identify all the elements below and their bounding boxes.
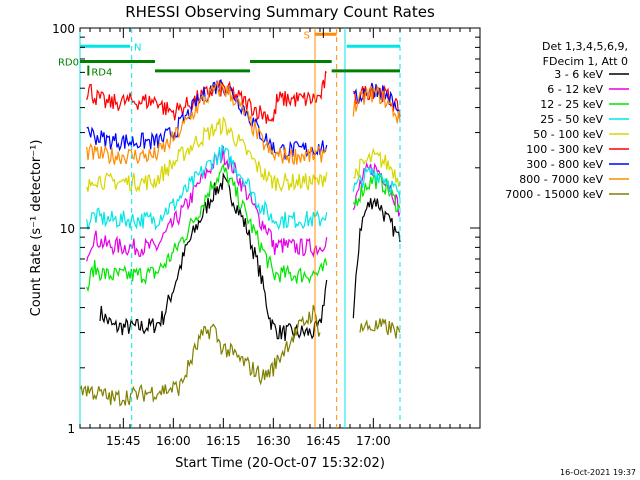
x-tick-label: 17:00 xyxy=(356,434,391,448)
flag-label: N xyxy=(134,42,141,53)
legend-label: 50 - 100 keV xyxy=(533,128,603,141)
series-line xyxy=(79,304,321,407)
x-tick-label: 16:15 xyxy=(206,434,241,448)
legend-label: 6 - 12 keV xyxy=(547,83,603,96)
x-tick-label: 16:45 xyxy=(306,434,341,448)
series-9 xyxy=(79,304,401,407)
legend-header: Det 1,3,4,5,6,9, xyxy=(542,40,628,53)
series-line xyxy=(86,116,328,193)
series-1 xyxy=(99,171,401,341)
series-line xyxy=(86,163,328,293)
annotation-layer: N S RD0 RD4 xyxy=(58,28,401,428)
legend-label: 7000 - 15000 keV xyxy=(505,188,603,201)
legend-label: 12 - 25 keV xyxy=(540,98,603,111)
flag-label: S xyxy=(304,30,310,41)
series-7 xyxy=(86,79,401,160)
series-5 xyxy=(86,116,401,193)
series-line xyxy=(352,166,401,199)
series-line xyxy=(352,172,401,213)
x-tick-label: 16:00 xyxy=(156,434,191,448)
series-line xyxy=(353,147,401,187)
legend-header: FDecim 1, Att 0 xyxy=(543,55,628,68)
plot-frame xyxy=(79,27,481,429)
data-layer xyxy=(79,70,401,407)
series-line xyxy=(86,146,328,262)
series-line xyxy=(86,80,328,166)
x-tick-label: 16:30 xyxy=(256,434,291,448)
legend-label: 800 - 7000 keV xyxy=(519,173,603,186)
legend-label: 300 - 800 keV xyxy=(526,158,603,171)
series-line xyxy=(352,197,401,319)
y-tick-label: 10 xyxy=(60,222,75,236)
series-line xyxy=(99,171,328,341)
flag-label: RD0 xyxy=(58,57,79,68)
y-tick-label: 1 xyxy=(67,422,75,436)
series-4 xyxy=(86,144,401,231)
axes-layer: 15:45 16:00 16:15 16:30 16:45 17:00 1 10 100 xyxy=(52,22,481,448)
y-tick-label: 100 xyxy=(52,22,75,36)
series-3 xyxy=(86,163,401,293)
series-line xyxy=(86,79,328,160)
legend-label: 25 - 50 keV xyxy=(540,113,603,126)
series-2 xyxy=(86,146,401,262)
timestamp: 16-Oct-2021 19:37 xyxy=(560,468,636,477)
series-line xyxy=(86,144,328,231)
series-line xyxy=(352,161,401,217)
y-axis-label: Count Rate (s⁻¹ detector⁻¹) xyxy=(29,140,44,317)
series-line xyxy=(359,318,401,339)
series-8 xyxy=(86,80,401,166)
legend: Det 1,3,4,5,6,9, FDecim 1, Att 03 - 6 keV… xyxy=(505,40,629,201)
series-line xyxy=(86,70,327,124)
chart-title: RHESSI Observing Summary Count Rates xyxy=(125,3,435,21)
flag-label: RD4 xyxy=(91,68,112,79)
x-tick-label: 15:45 xyxy=(106,434,141,448)
x-axis-label: Start Time (20-Oct-07 15:32:02) xyxy=(175,456,385,471)
legend-label: 100 - 300 keV xyxy=(526,143,603,156)
legend-label: 3 - 6 keV xyxy=(554,68,603,81)
series-line xyxy=(352,84,401,124)
